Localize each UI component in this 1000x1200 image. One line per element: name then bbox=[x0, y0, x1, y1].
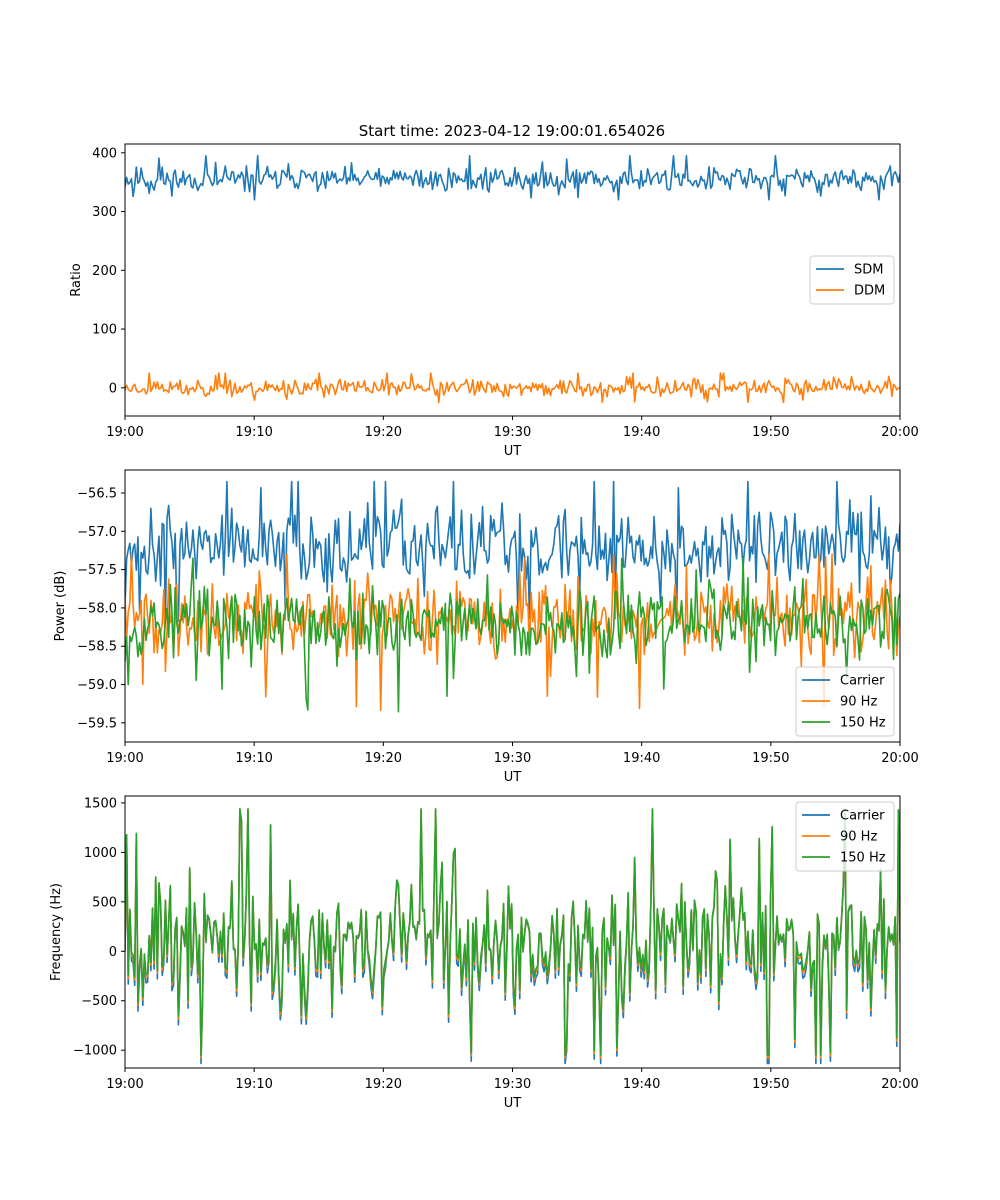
x-tick-label: 19:00 bbox=[106, 425, 143, 440]
figure-title: Start time: 2023-04-12 19:00:01.654026 bbox=[359, 122, 665, 140]
x-tick-label: 19:10 bbox=[235, 1077, 272, 1092]
x-tick-label: 19:20 bbox=[365, 751, 402, 766]
y-tick-label: −57.0 bbox=[77, 525, 117, 540]
y-tick-label: −58.0 bbox=[77, 601, 117, 616]
x-tick-label: 20:00 bbox=[881, 425, 918, 440]
x-axis-label: UT bbox=[504, 1096, 522, 1111]
series-line-ddm bbox=[125, 372, 900, 404]
y-axis-label: Ratio bbox=[69, 263, 84, 296]
legend-box bbox=[795, 666, 895, 737]
series-line-carrier bbox=[125, 480, 900, 625]
legend-entry: 90 Hz bbox=[840, 695, 877, 710]
x-tick-label: 19:10 bbox=[235, 425, 272, 440]
legend: Carrier 90 Hz 150 Hz bbox=[795, 666, 895, 737]
legend: SDM DDM bbox=[809, 255, 895, 305]
y-tick-label: 1500 bbox=[84, 796, 117, 811]
y-axis-label: Frequency (Hz) bbox=[49, 883, 64, 981]
x-tick-label: 20:00 bbox=[881, 1077, 918, 1092]
y-tick-label: −58.5 bbox=[77, 640, 117, 655]
y-tick-label: 0 bbox=[109, 945, 117, 960]
legend-entry: 150 Hz bbox=[840, 716, 886, 731]
legend-entry: Carrier bbox=[840, 674, 885, 689]
x-tick-label: 19:30 bbox=[494, 751, 531, 766]
y-tick-label: 500 bbox=[92, 895, 117, 910]
x-tick-label: 19:40 bbox=[623, 1077, 660, 1092]
x-tick-label: 19:50 bbox=[752, 751, 789, 766]
y-tick-label: 0 bbox=[109, 381, 117, 396]
y-tick-label: −57.5 bbox=[77, 563, 117, 578]
x-tick-label: 19:20 bbox=[365, 1077, 402, 1092]
y-tick-label: 1000 bbox=[84, 846, 117, 861]
y-tick-label: 200 bbox=[92, 264, 117, 279]
legend: Carrier 90 Hz 150 Hz bbox=[795, 801, 895, 872]
y-tick-label: 300 bbox=[92, 205, 117, 220]
legend-entry: 150 Hz bbox=[840, 851, 886, 866]
x-tick-label: 19:20 bbox=[365, 425, 402, 440]
y-tick-label: 100 bbox=[92, 323, 117, 338]
x-tick-label: 19:40 bbox=[623, 425, 660, 440]
y-tick-label: −500 bbox=[81, 994, 117, 1009]
legend-entry: Carrier bbox=[840, 809, 885, 824]
x-tick-label: 20:00 bbox=[881, 751, 918, 766]
x-tick-label: 19:30 bbox=[494, 425, 531, 440]
y-tick-label: −56.5 bbox=[77, 486, 117, 501]
legend-box bbox=[795, 801, 895, 872]
x-tick-label: 19:00 bbox=[106, 751, 143, 766]
subplot-frequency: 19:00 19:10 19:20 19:30 19:40 19:50 20:00 1500 1… bbox=[49, 795, 919, 1111]
x-tick-label: 19:10 bbox=[235, 751, 272, 766]
y-tick-label: −59.0 bbox=[77, 678, 117, 693]
x-tick-label: 19:00 bbox=[106, 1077, 143, 1092]
x-tick-label: 19:30 bbox=[494, 1077, 531, 1092]
y-tick-label: 400 bbox=[92, 146, 117, 161]
x-tick-label: 19:50 bbox=[752, 425, 789, 440]
y-tick-label: −1000 bbox=[73, 1044, 117, 1059]
y-axis-label: Power (dB) bbox=[53, 571, 68, 642]
subplot-power: 19:00 19:10 19:20 19:30 19:40 19:50 20:00 −56.5… bbox=[53, 469, 919, 785]
y-tick-label: −59.5 bbox=[77, 716, 117, 731]
series-line-150-hz bbox=[125, 808, 900, 1056]
series-line-sdm bbox=[125, 154, 900, 201]
legend-box bbox=[809, 255, 895, 305]
x-tick-label: 19:40 bbox=[623, 751, 660, 766]
legend-entry: 90 Hz bbox=[840, 830, 877, 845]
subplot-ratio: 19:00 19:10 19:20 19:30 19:40 19:50 20:00 0 100 2… bbox=[69, 143, 919, 459]
series-line-150-hz bbox=[125, 557, 900, 713]
x-axis-label: UT bbox=[504, 444, 522, 459]
axes-frame bbox=[124, 469, 901, 743]
legend-entry: DDM bbox=[854, 284, 885, 299]
x-axis-label: UT bbox=[504, 770, 522, 785]
legend-entry: SDM bbox=[854, 263, 883, 278]
x-tick-label: 19:50 bbox=[752, 1077, 789, 1092]
